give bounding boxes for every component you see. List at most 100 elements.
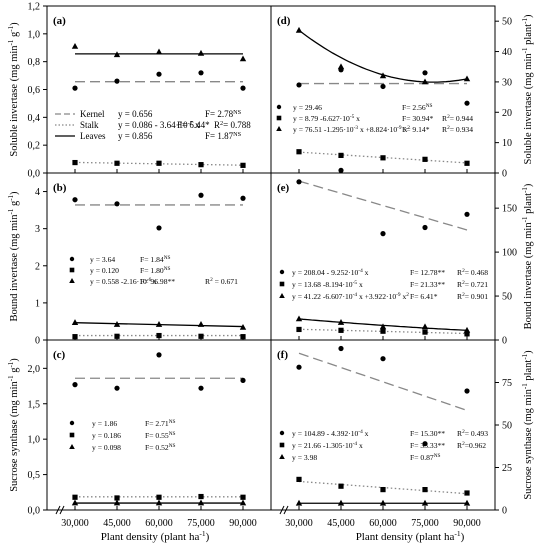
data-point-circle xyxy=(240,377,246,383)
y-tick-label: 50 xyxy=(502,421,512,432)
legend-entry: y = 0.098 F= 0.52NS xyxy=(69,443,176,452)
legend-marker-square xyxy=(279,442,285,448)
y-tick-label: 0,0 xyxy=(28,506,41,517)
data-point-triangle xyxy=(239,499,247,506)
data-point-square xyxy=(464,331,470,337)
y-tick-label: 10 xyxy=(502,138,512,149)
y-tick-label: 0,5 xyxy=(28,470,41,481)
data-point-circle xyxy=(114,78,120,84)
data-point-square xyxy=(422,329,428,335)
legend-f-statistic: F= 1.84NS xyxy=(140,255,171,264)
legend-equation: y = 1.86 xyxy=(92,419,117,428)
data-point-square xyxy=(114,495,120,501)
y-tick-label: 2,0 xyxy=(28,364,41,375)
data-point-square xyxy=(296,326,302,333)
axis-break xyxy=(55,505,61,515)
data-point-square xyxy=(156,332,162,339)
legend-r-squared: R2=0.962 xyxy=(457,441,486,450)
legend-equation: y = 208.04 - 9.252·10-4 x xyxy=(292,268,369,277)
y-tick-label: 1,2 xyxy=(28,2,41,13)
data-point-square xyxy=(156,160,162,166)
data-point-square xyxy=(380,328,386,334)
axis-break xyxy=(283,505,289,515)
data-point-triangle xyxy=(379,72,387,79)
data-point-triangle xyxy=(71,499,79,506)
legend-marker-triangle xyxy=(279,293,285,298)
legend-marker-square xyxy=(69,267,75,273)
data-point-circle xyxy=(296,179,302,185)
data-point-triangle xyxy=(337,319,345,325)
panel-e: 0 50 100 150 (e) Bound invertase (mg min-1 pl… xyxy=(270,167,534,347)
legend-f-statistic: F= 0.55NS xyxy=(145,431,176,440)
panel-d: 0 10 20 30 40 50 (d) Soluble invertase (mg min-… xyxy=(270,5,534,180)
legend-r-squared: R2= 0.721 xyxy=(457,280,488,289)
legend-f-statistic: F= 2.78NS xyxy=(205,109,242,119)
legend-series-name: Leaves xyxy=(80,131,106,141)
panel-label: (f) xyxy=(277,349,288,361)
legend-r-squared: R2= 0.901 xyxy=(457,292,488,301)
legend-entry: y = 21.66 -1.305·10-4 x F= 33.33** R2=0.96… xyxy=(279,441,486,450)
data-point-triangle xyxy=(113,321,121,327)
data-point-square xyxy=(380,487,386,493)
legend-f-statistic: F= 15.30** xyxy=(410,429,445,438)
data-point-square xyxy=(198,333,204,339)
legend-f-statistic: F= 21.33** xyxy=(410,280,445,289)
y-tick-label: 150 xyxy=(502,204,517,215)
x-tick-label: 90,000 xyxy=(453,518,481,529)
y-tick-label: 25 xyxy=(502,463,512,474)
x-tick-label: 90,000 xyxy=(229,518,257,529)
data-point-triangle xyxy=(113,51,121,58)
data-point-triangle xyxy=(197,499,205,506)
data-point-triangle xyxy=(421,499,429,506)
data-point-square xyxy=(338,152,344,158)
legend-marker-triangle xyxy=(279,454,285,459)
data-point-square xyxy=(72,159,78,166)
legend-equation: y = 41.22 -6.607·10-4 x +3.922·10-9 x2 xyxy=(292,292,409,301)
data-point-triangle xyxy=(197,49,205,56)
y-tick-label: 0 xyxy=(35,336,40,347)
legend-entry: y = 208.04 - 9.252·10-4 x F= 12.78** R2= 0… xyxy=(279,268,488,277)
legend-marker-circle xyxy=(279,269,285,275)
legend-entry: y = 0.120 F= 1.80NS xyxy=(69,266,171,275)
legend-r-squared: R2= 0.493 xyxy=(457,429,488,438)
data-point-circle xyxy=(380,356,386,362)
data-point-circle xyxy=(338,167,344,173)
x-tick-label: 60,000 xyxy=(369,518,397,529)
data-point-circle xyxy=(296,82,302,88)
legend-entry: y = 104.89 - 4.392·10-4 x F= 15.30** R2= 0… xyxy=(279,429,488,438)
legend-entry: y = 3.64 F= 1.84NS xyxy=(69,255,171,264)
data-point-square xyxy=(296,149,302,155)
legend-equation: y = 0.120 xyxy=(90,266,119,275)
legend-equation: y = 29.46 xyxy=(293,103,322,112)
panel-f: 0 25 50 75 30,000 45,000 60,000 75,000 90,000 (f)… xyxy=(270,339,534,529)
legend-marker-circle xyxy=(69,256,75,262)
legend-r-squared: R2= 0.468 xyxy=(457,268,488,277)
legend-equation: y = 3.98 xyxy=(292,453,317,462)
data-point-circle xyxy=(72,382,78,388)
panel-frame xyxy=(270,339,496,511)
y-tick-label: 0,4 xyxy=(28,113,41,124)
legend-equation: y = 13.68 -8.194·10-5 x xyxy=(292,280,363,289)
legend-f-statistic: F= 33.33** xyxy=(410,441,445,450)
panel-frame xyxy=(270,172,496,341)
data-point-circle xyxy=(156,71,162,77)
data-point-square xyxy=(72,494,78,500)
data-point-circle xyxy=(198,70,204,76)
data-point-triangle xyxy=(155,499,163,506)
data-point-circle xyxy=(296,364,302,370)
legend-f-statistic: F= 30.94* xyxy=(402,114,433,123)
y-tick-label: 2 xyxy=(35,261,40,272)
legend-f-statistic: F= 6.41* xyxy=(410,292,438,301)
legend-f-statistic: F= 0.87NS xyxy=(410,453,441,462)
y-axis-title: Soluble invertase (mg min-1 plant-1) xyxy=(521,14,534,164)
data-point-triangle xyxy=(155,48,163,55)
x-tick-label: 60,000 xyxy=(145,518,173,529)
legend-f-statistic: F= 1.87NS xyxy=(205,131,242,141)
legend-series-name: Stalk xyxy=(80,120,99,130)
data-point-triangle xyxy=(463,326,471,333)
y-tick-label: 1,0 xyxy=(28,435,41,446)
y-tick-label: 0,0 xyxy=(28,169,41,180)
y-tick-label: 4 xyxy=(35,187,40,198)
y-tick-label: 50 xyxy=(502,292,512,303)
data-point-triangle xyxy=(337,499,345,506)
